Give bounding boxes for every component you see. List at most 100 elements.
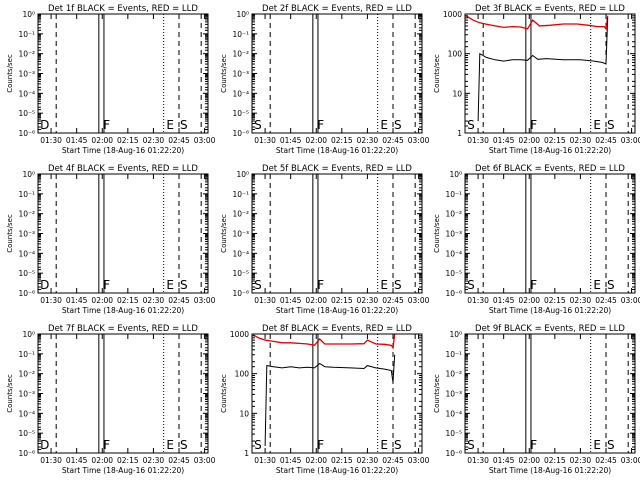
panel-title: Det 6f BLACK = Events, RED = LLD [475,164,625,174]
x-tick-label: 02:15 [331,456,353,465]
x-tick-label: 02:30 [143,136,165,145]
y-tick-label: 10⁻³ [232,70,249,79]
x-tick-label: 03:00 [408,456,430,465]
panel-title: Det 5f BLACK = Events, RED = LLD [262,164,412,174]
event-marker-label: F [103,278,110,292]
event-marker-label: F [317,438,324,452]
x-tick-label: 02:15 [117,296,139,305]
x-tick-label: 02:45 [168,456,190,465]
y-tick-label: 10⁰ [22,170,35,179]
event-marker-label: D [40,438,49,452]
event-rate-line [264,354,396,447]
x-tick-label: 02:15 [117,136,139,145]
detector-panel-4: Det 4f BLACK = Events, RED = LLD 10⁰ 10⁻¹ 1… [6,164,216,315]
x-tick-label: 01:45 [66,136,88,145]
event-marker-label: E [380,118,388,132]
y-tick-label: 1 [244,449,249,458]
x-tick-label: 02:00 [305,456,327,465]
plot-frame [37,173,209,294]
x-axis-label: Start Time (18-Aug-16 01:22:20) [276,146,398,155]
x-axis-label: Start Time (18-Aug-16 01:22:20) [276,466,398,475]
panel-title: Det 3f BLACK = Events, RED = LLD [475,4,625,14]
y-tick-label: 100 [448,50,463,59]
plot-frame [251,13,423,134]
event-marker-label: E [380,438,388,452]
event-marker-label: S [467,118,475,132]
x-tick-label: 02:30 [143,456,165,465]
y-tick-label: 10⁻⁶ [18,289,35,298]
event-marker-label: F [530,438,537,452]
event-marker-label: D [40,118,49,132]
panel-title: Det 7f BLACK = Events, RED = LLD [48,324,198,334]
panel-title: Det 9f BLACK = Events, RED = LLD [475,324,625,334]
x-tick-label: 03:00 [621,456,640,465]
event-marker-label: S [394,118,402,132]
plot-frame [251,173,423,294]
y-axis-label: Counts/sec [6,374,14,413]
y-axis-label: Counts/sec [220,54,228,93]
y-tick-label: 10⁻⁴ [445,249,462,258]
y-tick-label: 10⁻⁴ [445,409,462,418]
x-axis-label: Start Time (18-Aug-16 01:22:20) [276,306,398,315]
x-tick-label: 01:30 [40,136,62,145]
detector-panel-2: Det 2f BLACK = Events, RED = LLD 10⁰ 10⁻¹ 1… [220,4,430,155]
y-tick-label: 10⁻² [445,210,462,219]
lld-rate-line [252,333,396,350]
y-axis-label: Counts/sec [433,374,441,413]
x-tick-label: 02:00 [91,456,113,465]
y-tick-label: 10⁻³ [18,230,35,239]
panel-title: Det 4f BLACK = Events, RED = LLD [48,164,198,174]
y-tick-label: 10⁻⁵ [18,269,35,278]
y-tick-label: 10⁻² [18,50,35,59]
x-tick-label: 02:00 [91,296,113,305]
event-marker-label: E [380,278,388,292]
y-tick-label: 10⁻⁶ [232,289,249,298]
y-tick-label: 10⁰ [22,330,35,339]
y-tick-label: 10⁻³ [18,390,35,399]
x-tick-label: 02:45 [382,296,404,305]
y-tick-label: 10⁻² [18,370,35,379]
x-tick-label: 02:45 [168,136,190,145]
detector-panel-9: Det 9f BLACK = Events, RED = LLD 10⁰ 10⁻¹ 1… [433,324,640,475]
x-tick-label: 03:00 [194,136,216,145]
y-tick-label: 10⁻⁶ [18,449,35,458]
y-tick-label: 10⁻¹ [18,30,35,39]
x-tick-label: 01:45 [493,136,515,145]
x-tick-label: 02:15 [544,136,566,145]
y-tick-label: 100 [235,370,250,379]
event-marker-label: S [254,118,262,132]
y-tick-label: 10⁻⁴ [232,249,249,258]
y-tick-label: 10⁻² [232,50,249,59]
event-marker-label: S [254,278,262,292]
x-tick-label: 02:45 [595,296,617,305]
x-tick-label: 02:30 [357,456,379,465]
x-tick-label: 01:45 [280,456,302,465]
y-tick-label: 10⁻³ [232,230,249,239]
x-tick-label: 01:30 [40,456,62,465]
plot-frame [464,173,636,294]
y-tick-label: 10⁻⁵ [232,109,249,118]
y-axis-label: Counts/sec [220,374,228,413]
x-tick-label: 01:30 [254,136,276,145]
x-tick-label: 02:30 [143,296,165,305]
event-marker-label: F [530,278,537,292]
event-marker-label: F [317,278,324,292]
panel-title: Det 8f BLACK = Events, RED = LLD [262,324,412,334]
lld-rate-line [465,15,609,31]
y-tick-label: 10⁻⁶ [18,129,35,138]
event-marker-label: E [166,438,174,452]
plot-frame [464,13,636,134]
y-tick-label: 10⁻³ [445,230,462,239]
y-axis-label: Counts/sec [220,214,228,253]
x-tick-label: 02:45 [595,136,617,145]
x-tick-label: 02:15 [544,456,566,465]
x-tick-label: 02:15 [544,296,566,305]
y-tick-label: 10⁻⁵ [18,109,35,118]
event-marker-label: S [467,438,475,452]
x-axis-label: Start Time (18-Aug-16 01:22:20) [489,306,611,315]
x-tick-label: 02:00 [305,296,327,305]
y-tick-label: 10⁻¹ [445,350,462,359]
y-axis-label: Counts/sec [6,214,14,253]
x-tick-label: 03:00 [408,136,430,145]
